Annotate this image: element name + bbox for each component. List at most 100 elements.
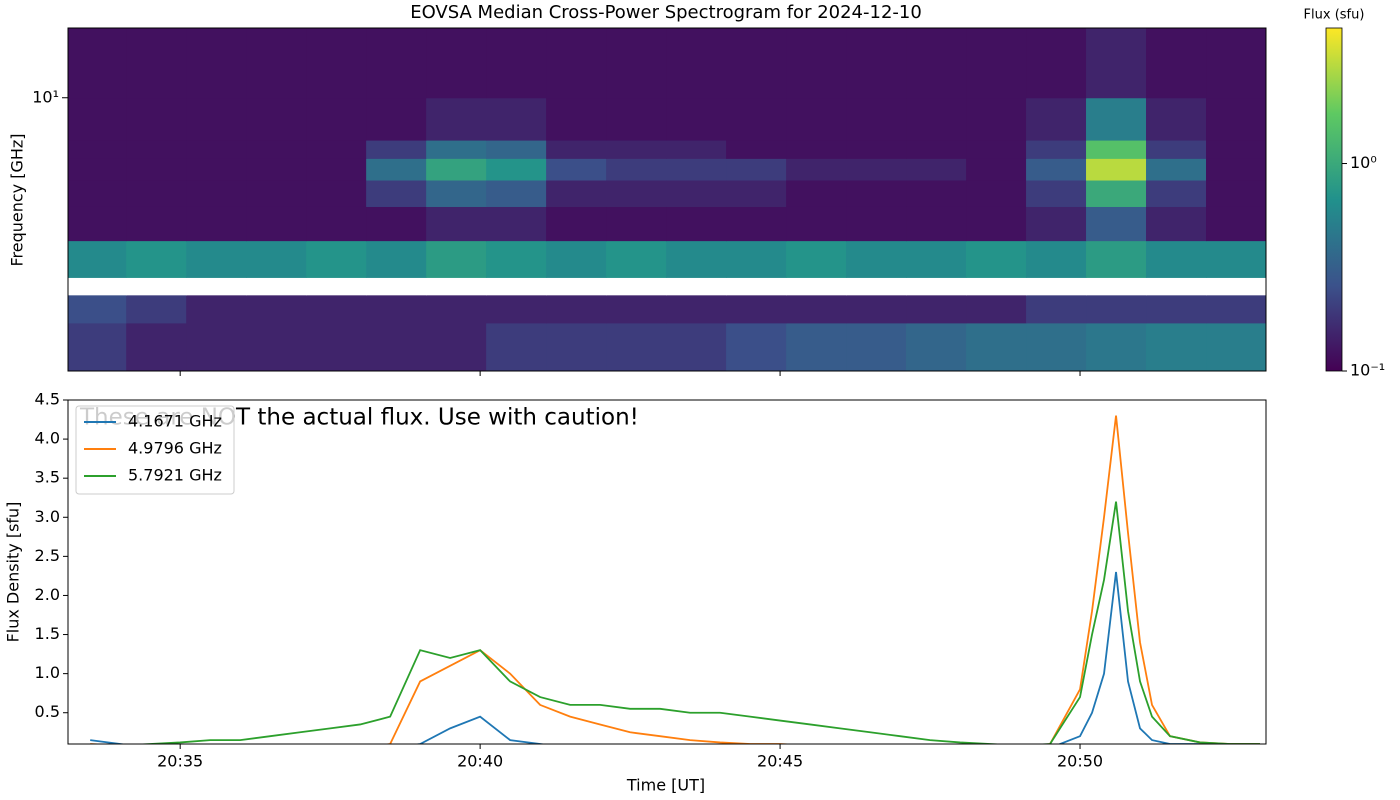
- heat-cell: [846, 277, 907, 296]
- heat-cell: [906, 158, 967, 181]
- heat-cell: [126, 206, 187, 242]
- heat-cell: [966, 206, 1027, 242]
- heat-cell: [1026, 294, 1087, 324]
- heat-cell: [306, 322, 367, 371]
- heat-cell: [1086, 97, 1147, 141]
- heat-cell: [366, 294, 427, 324]
- heat-cell: [786, 140, 847, 159]
- bottom-frame: [67, 399, 1267, 745]
- y-tick-label: 10¹: [32, 87, 59, 106]
- heat-cell: [1206, 322, 1266, 371]
- heat-cell: [1206, 140, 1266, 159]
- heat-cell: [966, 180, 1027, 207]
- x-tick-label: 20:35: [157, 752, 203, 771]
- heat-cell: [1086, 158, 1147, 181]
- heat-cell: [186, 240, 247, 278]
- heat-cell: [126, 322, 187, 371]
- heat-cell: [1206, 294, 1266, 324]
- heat-cell: [126, 294, 187, 324]
- heat-cell: [306, 97, 367, 141]
- heat-cell: [366, 158, 427, 181]
- heat-cell: [606, 322, 667, 371]
- heat-cell: [966, 97, 1027, 141]
- heat-cell: [546, 277, 607, 296]
- heat-cell: [846, 322, 907, 371]
- heat-cell: [786, 158, 847, 181]
- legend-label: 4.1671 GHz: [128, 412, 222, 431]
- heat-cell: [666, 277, 727, 296]
- heat-cell: [726, 28, 787, 99]
- heat-cell: [426, 158, 487, 181]
- heat-cell: [126, 28, 187, 99]
- heat-cell: [68, 240, 127, 278]
- y-tick-label: 1.0: [35, 663, 60, 682]
- heat-cell: [246, 180, 307, 207]
- heat-cell: [68, 180, 127, 207]
- heat-cell: [906, 28, 967, 99]
- heat-cell: [546, 294, 607, 324]
- heat-cell: [846, 180, 907, 207]
- heat-cell: [1026, 158, 1087, 181]
- heat-cell: [846, 206, 907, 242]
- legend-label: 5.7921 GHz: [128, 466, 222, 485]
- heat-cell: [68, 28, 127, 99]
- heat-cell: [306, 277, 367, 296]
- heat-cell: [846, 140, 907, 159]
- heat-cell: [546, 240, 607, 278]
- heat-cell: [1146, 180, 1207, 207]
- y-tick-label: 3.5: [35, 468, 60, 487]
- x-tick-label: 20:45: [757, 752, 803, 771]
- heat-cell: [186, 277, 247, 296]
- heat-cell: [486, 277, 547, 296]
- heat-cell: [426, 180, 487, 207]
- heat-cell: [726, 240, 787, 278]
- heat-cell: [906, 180, 967, 207]
- heat-cell: [246, 28, 307, 99]
- heat-cell: [186, 294, 247, 324]
- heat-cell: [68, 140, 127, 159]
- heat-cell: [786, 28, 847, 99]
- plot-area: [90, 415, 1261, 744]
- heat-cell: [306, 140, 367, 159]
- heat-cell: [486, 158, 547, 181]
- heat-cell: [726, 322, 787, 371]
- heat-cell: [68, 294, 127, 324]
- heat-cell: [846, 240, 907, 278]
- heat-cell: [68, 277, 127, 296]
- heat-cell: [68, 158, 127, 181]
- y-tick-label: 4.0: [35, 429, 60, 448]
- heat-cell: [606, 180, 667, 207]
- heat-cell: [606, 277, 667, 296]
- heat-cell: [966, 294, 1027, 324]
- heat-cell: [546, 206, 607, 242]
- heat-cell: [1206, 240, 1266, 278]
- heat-cell: [486, 180, 547, 207]
- heat-cell: [546, 140, 607, 159]
- heat-cell: [606, 140, 667, 159]
- heat-cell: [846, 294, 907, 324]
- heat-cell: [606, 97, 667, 141]
- heat-cell: [486, 206, 547, 242]
- heat-cell: [726, 180, 787, 207]
- heat-cell: [68, 206, 127, 242]
- heat-cell: [1026, 28, 1087, 99]
- heat-cell: [666, 322, 727, 371]
- heat-cell: [186, 180, 247, 207]
- heat-cell: [186, 140, 247, 159]
- top-frame: [67, 27, 1267, 372]
- heat-cell: [1026, 322, 1087, 371]
- heat-cell: [306, 158, 367, 181]
- heat-cell: [666, 28, 727, 99]
- colorbar-label: Flux (sfu): [1304, 8, 1365, 23]
- heat-cell: [246, 206, 307, 242]
- heat-cell: [426, 322, 487, 371]
- heat-cell: [486, 240, 547, 278]
- heat-cell: [1026, 240, 1087, 278]
- heat-cell: [786, 294, 847, 324]
- heat-cell: [1086, 294, 1147, 324]
- heat-cell: [366, 206, 427, 242]
- heat-cell: [306, 180, 367, 207]
- heat-cell: [906, 294, 967, 324]
- heat-cell: [1026, 180, 1087, 207]
- heat-cell: [306, 206, 367, 242]
